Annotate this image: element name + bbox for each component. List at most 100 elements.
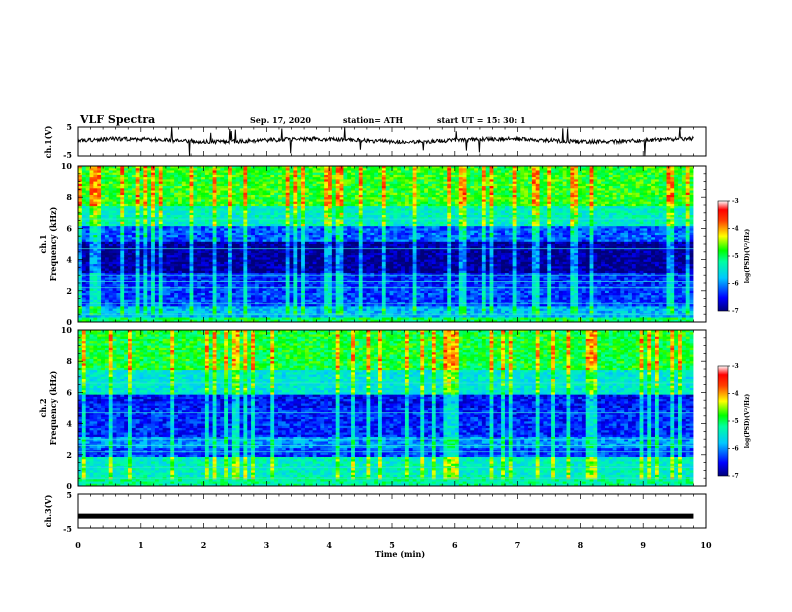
spectrogram-cell [116,259,121,263]
spectrogram-cell [154,228,160,232]
spectrogram-cell [85,306,90,310]
spectrogram-cell [81,199,87,203]
spectrogram-cell [116,221,121,225]
spectrogram-cell [97,188,102,191]
spectrogram-cell [131,228,137,232]
spectrogram-cell [154,172,160,176]
spectrogram-cell [128,172,133,176]
spectrogram-cell [147,219,152,223]
spectrogram-cell [131,230,137,234]
spectrogram-cell [85,279,90,283]
spectrogram-cell [151,317,156,321]
spectrogram-cell [108,217,114,220]
spectrogram-cell [139,168,144,171]
spectrogram-cell [154,288,160,292]
spectrogram-cell [97,237,102,240]
spectrogram-cell [128,248,133,252]
spectrogram-cell [116,299,121,303]
spectrogram-cell [116,201,121,205]
spectrogram-cell [89,219,94,223]
spectrogram-cell [78,288,83,292]
spectrogram-cell [85,261,90,265]
spectrogram-cell [147,166,152,169]
spectrogram-cell [135,221,140,225]
spectrogram-cell [81,293,87,296]
spectrogram-cell [131,217,137,220]
spectrogram-cell [101,252,106,256]
spectrogram-cell [81,241,87,245]
spectrogram-cell [116,210,121,214]
spectrogram-cell [81,188,87,191]
spectrogram-cell [101,279,106,283]
spectrogram-cell [81,261,87,265]
spectrogram-cell [108,188,114,191]
spectrogram-cell [135,230,140,234]
spectrogram-cell [147,295,152,298]
spectrogram-cell [120,297,125,301]
spectrogram-cell [104,190,110,194]
spectrogram-cell [104,268,110,272]
spectrogram-cell [139,293,144,296]
spectrogram-cell [143,277,148,281]
spectrogram-cell [143,279,148,283]
ch1-ytick-top: 5 [66,122,72,132]
spectrogram-cell [131,306,137,310]
spectrogram-cell [108,275,114,278]
spectrogram-cell [101,297,106,301]
spectrogram-cell [97,232,102,236]
spectrogram-cell [104,219,110,223]
spectrogram-cell [81,257,87,260]
spectrogram-cell [154,270,160,274]
spectrogram-cell [101,241,106,245]
spectrogram-cell [101,172,106,176]
spectrogram-cell [147,264,152,267]
spectrogram-cell [120,183,125,187]
spectrogram-cell [85,241,90,245]
spectrogram-cell [143,232,148,236]
spectrogram-cell [131,168,137,171]
spectrogram-cell [131,177,137,180]
spectrogram-cell [143,308,148,312]
spectrogram-cell [151,306,156,310]
spectrogram-cell [128,306,133,310]
spectrogram-cell [139,266,144,269]
spectrogram-cell [112,304,117,307]
spectrogram-cell [81,295,87,298]
spectrogram-cell [154,197,160,200]
spectrogram-cell [147,201,152,205]
spectrogram-cell [85,221,90,225]
spectrogram-cell [101,257,106,260]
spectrogram-cell [104,230,110,234]
spectrogram-cell [128,252,133,256]
spectrogram-cell [104,257,110,260]
spectrogram-cell [151,177,156,180]
spectrogram-cell [154,284,160,287]
spectrogram-cell [101,219,106,223]
spectrogram-cell [124,272,129,276]
spectrogram-cell [124,232,129,236]
spectrogram-cell [158,232,164,236]
spectrogram-cell [135,177,140,180]
spectrogram-cell [93,257,98,260]
spectrogram-cell [85,270,90,274]
spectrogram-cell [93,174,98,178]
spectrogram-cell [135,228,140,232]
spectrogram-cell [97,259,102,263]
spectrogram-cell [143,297,148,301]
spectrogram-cell [81,239,87,243]
spectrogram-cell [131,190,137,194]
spectrogram-cell [78,319,83,323]
spectrogram-cell [93,270,98,274]
spectrogram-cell [120,219,125,223]
spectrogram-cell [104,201,110,205]
spectrogram-cell [120,295,125,298]
spectrogram-cell [104,288,110,292]
spectrogram-cell [85,210,90,214]
spectrogram-cell [154,186,160,189]
spectrogram-cell [147,226,152,229]
spectrogram-cell [112,297,117,301]
spectrogram-cell [128,183,133,187]
spectrogram-cell [93,288,98,292]
spectrogram-cell [116,252,121,256]
spectrogram-cell [78,290,83,294]
